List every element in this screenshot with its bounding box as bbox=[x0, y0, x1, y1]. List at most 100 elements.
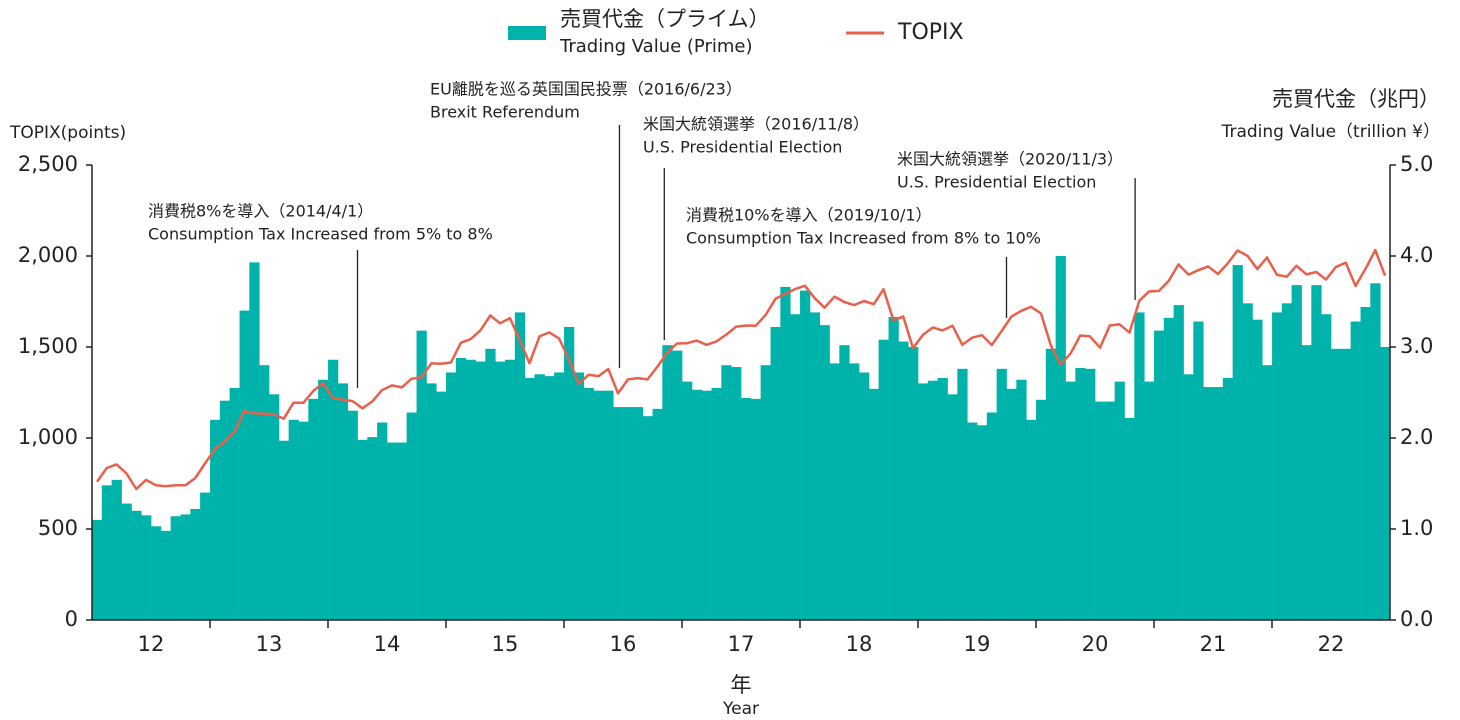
x-tick-label: 20 bbox=[1082, 632, 1109, 656]
x-axis-label-en: Year bbox=[722, 699, 759, 719]
bar bbox=[859, 372, 870, 620]
bar bbox=[957, 368, 968, 620]
bar bbox=[662, 345, 673, 620]
y-tick-label: 0 bbox=[65, 607, 78, 631]
bar bbox=[485, 348, 496, 620]
y-tick-label: 1,500 bbox=[18, 334, 78, 358]
bar bbox=[505, 359, 516, 620]
bar bbox=[367, 437, 378, 620]
bar bbox=[180, 514, 191, 620]
bar bbox=[672, 350, 683, 620]
bar bbox=[141, 515, 152, 620]
bar bbox=[416, 330, 427, 620]
y2-tick-label: 3.0 bbox=[1400, 334, 1433, 358]
bar bbox=[1360, 306, 1371, 620]
bar bbox=[1124, 417, 1135, 620]
bar bbox=[918, 383, 929, 620]
bar bbox=[347, 410, 358, 620]
bar bbox=[967, 422, 978, 620]
bar bbox=[750, 398, 762, 620]
bar bbox=[1036, 399, 1047, 620]
bar bbox=[387, 442, 398, 620]
bar bbox=[819, 325, 830, 620]
bar bbox=[151, 526, 162, 620]
bar bbox=[111, 479, 122, 620]
bar bbox=[927, 380, 939, 620]
annotation: 消費税10%を導入（2019/10/1） bbox=[686, 206, 932, 225]
y2-tick-label: 0.0 bbox=[1400, 607, 1433, 631]
bar bbox=[682, 381, 693, 620]
bar bbox=[1193, 321, 1204, 620]
bar bbox=[1055, 256, 1066, 620]
annotation-en: U.S. Presidential Election bbox=[643, 138, 842, 157]
bar bbox=[337, 383, 349, 620]
bar bbox=[406, 412, 417, 620]
bar bbox=[1203, 387, 1214, 620]
bar bbox=[839, 345, 850, 620]
bar bbox=[564, 326, 575, 620]
y2-tick-label: 5.0 bbox=[1400, 152, 1433, 176]
bar bbox=[328, 359, 339, 620]
bar bbox=[760, 365, 771, 620]
bar bbox=[1045, 348, 1057, 620]
bar bbox=[455, 357, 467, 620]
y-tick-label: 2,000 bbox=[18, 243, 78, 267]
bar bbox=[1104, 401, 1116, 620]
annotation: 米国大統領選挙（2020/11/3） bbox=[897, 150, 1123, 169]
bar bbox=[170, 516, 181, 620]
bar bbox=[1331, 348, 1342, 620]
legend-swatch bbox=[508, 26, 546, 40]
bar bbox=[1370, 283, 1381, 620]
bar bbox=[160, 530, 172, 620]
bar bbox=[446, 372, 457, 620]
bar bbox=[1340, 348, 1352, 620]
bar bbox=[1252, 319, 1263, 620]
bar bbox=[92, 519, 103, 620]
bar bbox=[554, 372, 565, 620]
bar bbox=[908, 347, 919, 620]
bar bbox=[632, 407, 644, 620]
bar bbox=[809, 312, 821, 620]
bar bbox=[298, 421, 309, 620]
bar bbox=[1183, 374, 1194, 620]
bar bbox=[721, 365, 732, 620]
y2-tick-label: 2.0 bbox=[1400, 425, 1433, 449]
annotation-en: Brexit Referendum bbox=[430, 103, 580, 122]
bar bbox=[357, 439, 368, 620]
bar bbox=[1281, 303, 1293, 620]
bar bbox=[1154, 330, 1165, 620]
annotation: 消費税8%を導入（2014/4/1） bbox=[148, 202, 373, 221]
bar bbox=[741, 397, 752, 620]
bar bbox=[534, 374, 545, 620]
bar bbox=[495, 361, 506, 620]
bar bbox=[849, 363, 860, 620]
bar bbox=[1350, 321, 1361, 620]
bar bbox=[1262, 365, 1273, 620]
topix-line bbox=[95, 248, 1387, 491]
bar bbox=[1291, 285, 1302, 620]
bar bbox=[1232, 265, 1243, 620]
bar bbox=[780, 286, 791, 620]
bar bbox=[1114, 381, 1125, 620]
bar bbox=[308, 398, 319, 620]
bar bbox=[131, 510, 142, 620]
bar bbox=[1311, 285, 1322, 620]
bar bbox=[691, 389, 703, 620]
bar bbox=[1065, 381, 1076, 620]
y-axis-label: TOPIX(points) bbox=[9, 123, 126, 143]
bar bbox=[278, 440, 290, 620]
y-tick-label: 500 bbox=[38, 516, 78, 540]
bar bbox=[288, 419, 299, 620]
annotation-en: Consumption Tax Increased from 5% to 8% bbox=[148, 225, 493, 244]
bar bbox=[1380, 347, 1391, 620]
x-tick-label: 14 bbox=[374, 632, 401, 656]
bar bbox=[898, 341, 909, 620]
bar bbox=[1006, 388, 1017, 620]
x-tick-label: 22 bbox=[1318, 632, 1345, 656]
bar bbox=[396, 442, 408, 620]
bar bbox=[888, 316, 899, 620]
bar bbox=[200, 492, 211, 620]
annotation: EU離脱を巡る英国国民投票（2016/6/23） bbox=[430, 80, 742, 99]
bar bbox=[544, 376, 555, 620]
